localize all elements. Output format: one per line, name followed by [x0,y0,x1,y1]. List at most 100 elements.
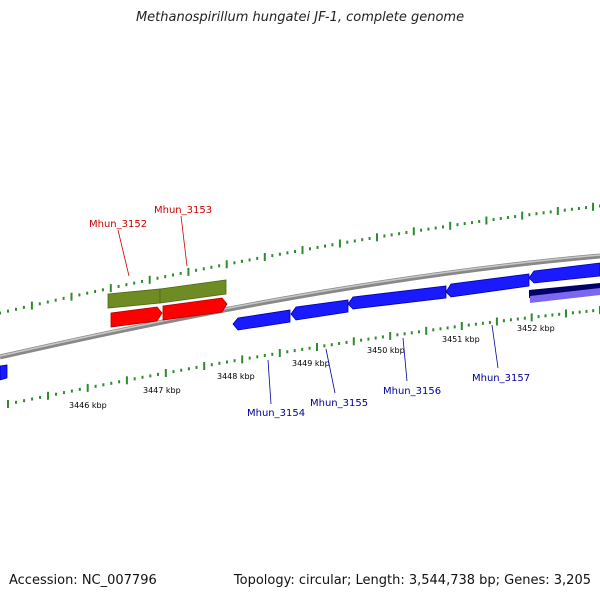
ruler-minor-tick [528,213,531,217]
ruler-minor-tick [516,317,519,321]
ruler-minor-tick [308,346,311,350]
ruler-minor-tick [125,283,128,287]
ruler-minor-tick [558,312,561,316]
ruler-minor-tick [78,293,81,297]
ruler-minor-tick [301,347,304,351]
ruler-minor-tick [405,231,408,234]
ruler-minor-tick [506,216,509,219]
ruler-minor-tick [62,296,65,300]
ruler-minor-tick [164,275,167,279]
gene-arrow-mhun-3153[interactable] [162,297,228,321]
ruler-minor-tick [78,387,81,391]
ruler-minor-tick [294,250,296,253]
gene-arrow-mhun-3155[interactable] [290,299,349,321]
ruler-minor-tick [15,400,17,404]
ruler-minor-tick [535,212,538,216]
ruler-minor-tick [55,392,57,396]
ruler-major-tick [278,349,281,357]
leader-line-mhun-3156 [402,337,408,382]
ruler-minor-tick [544,314,547,318]
ruler-minor-tick [456,223,459,227]
ruler-major-tick [241,355,244,364]
ruler-minor-tick [509,318,512,322]
scale-label-3448: 3448 kbp [217,372,255,381]
ruler-minor-tick [179,271,182,275]
ruler-minor-tick [330,343,333,347]
gene-label-mhun-3154[interactable]: Mhun_3154 [247,408,305,419]
ruler-minor-tick [410,331,413,335]
ruler-minor-tick [346,240,349,244]
leader-line-mhun-3154 [267,359,272,405]
ruler-minor-tick [70,389,73,393]
ruler-minor-tick [23,399,26,403]
ruler-minor-tick [361,238,364,242]
gene-arrow-mhun-3152[interactable] [110,306,163,328]
ruler-minor-tick [442,225,444,229]
map-title: Methanospirillum hungatei JF-1, complete… [135,10,465,25]
ruler-minor-tick [390,233,393,237]
ruler-minor-tick [463,222,466,226]
ruler-minor-tick [323,344,326,348]
ruler-minor-tick [195,365,198,369]
ruler-minor-tick [514,215,517,219]
ruler-minor-tick [439,327,442,331]
gene-arrow-mhun-3154[interactable] [232,309,291,331]
ruler-major-tick [412,227,415,236]
ruler-major-tick [316,343,318,351]
ruler-minor-tick [345,340,348,344]
ruler-major-tick [203,362,206,370]
ruler-minor-tick [256,256,259,260]
ruler-major-tick [7,400,9,408]
ruler-minor-tick [578,310,581,314]
ruler-minor-tick [133,281,136,285]
ruler-minor-tick [471,221,473,225]
ruler-major-tick [352,337,355,346]
ruler-minor-tick [367,337,370,341]
ruler-minor-tick [316,245,319,249]
gene-label-mhun-3157[interactable]: Mhun_3157 [472,373,530,384]
gene-arrow-partial-right[interactable] [528,262,600,284]
scale-label-3449: 3449 kbp [292,359,330,368]
ruler-minor-tick [15,307,17,311]
ruler-minor-tick [94,290,97,293]
violet-track-segment [530,288,600,303]
ruler-minor-tick [474,322,477,326]
ruler-major-tick [485,216,488,225]
gene-arrow-mhun-3157[interactable] [445,273,530,298]
ruler-minor-tick [226,360,228,364]
ruler-minor-tick [172,370,175,374]
ruler-major-tick [47,391,49,400]
ruler-major-tick [338,239,341,248]
ruler-minor-tick [549,210,552,214]
ruler-major-tick [187,267,190,276]
forward-block-mhun-3153[interactable] [159,279,227,304]
ruler-minor-tick [453,325,456,329]
genome-backbone [0,253,600,360]
ruler-major-tick [530,313,533,322]
gene-arrow-mhun-3156[interactable] [347,285,447,310]
ruler-minor-tick [39,395,42,399]
ruler-major-tick [449,221,452,230]
ruler-minor-tick [368,237,371,240]
forward-block-mhun-3152[interactable] [107,288,161,309]
ruler-minor-tick [210,265,213,269]
ruler-minor-tick [563,208,566,212]
scale-label-3451: 3451 kbp [442,335,480,344]
gene-label-mhun-3153[interactable]: Mhun_3153 [154,205,212,216]
ruler-minor-tick [286,350,289,354]
ruler-minor-tick [537,315,540,319]
ruler-minor-tick [149,374,152,378]
gene-label-mhun-3155[interactable]: Mhun_3155 [310,398,368,409]
ruler-minor-tick [293,349,296,353]
ruler-minor-tick [278,252,281,256]
ruler-major-tick [70,292,73,301]
ruler-major-tick [125,376,128,385]
leader-line-mhun-3157 [491,324,499,369]
ruler-major-tick [86,383,89,392]
gene-label-mhun-3156[interactable]: Mhun_3156 [383,386,441,397]
scale-label-3452: 3452 kbp [517,324,555,333]
gene-label-mhun-3152[interactable]: Mhun_3152 [89,219,147,230]
gene-arrow-partial-left[interactable] [0,364,8,381]
ruler-minor-tick [570,207,573,211]
ruler-major-tick [225,260,228,269]
